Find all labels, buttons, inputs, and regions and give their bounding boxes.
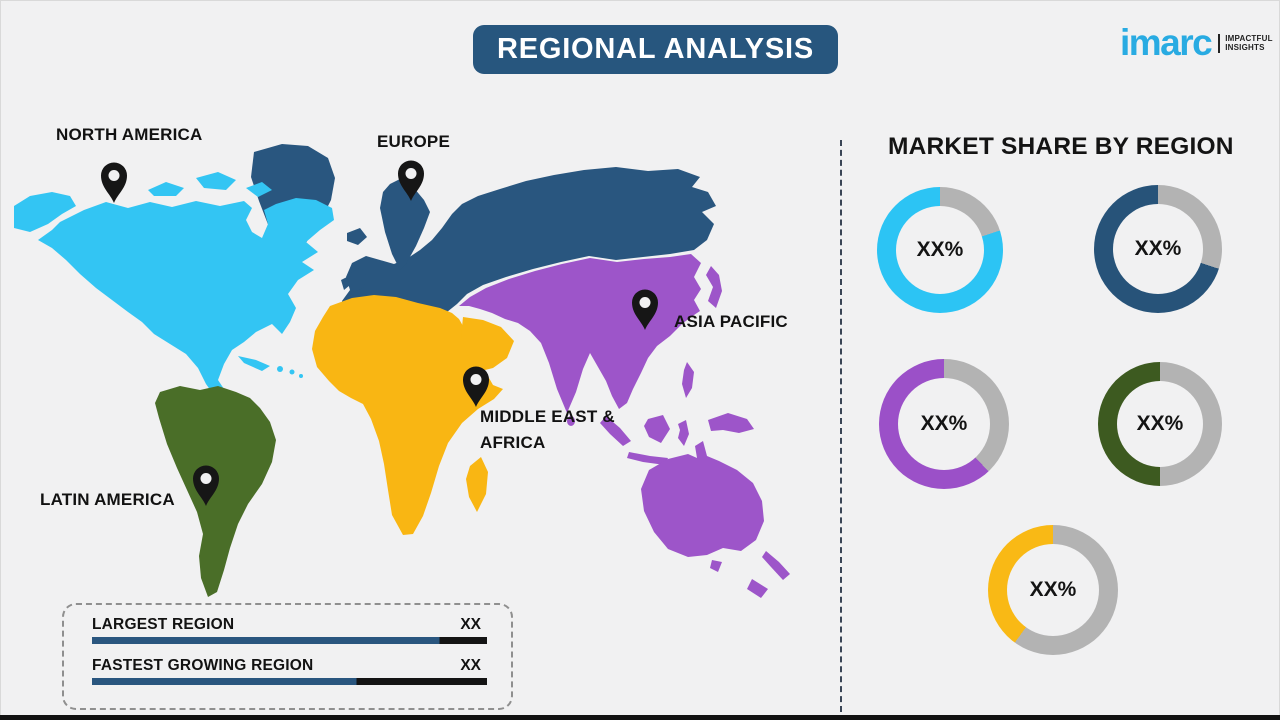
asia-pacific-pin — [630, 287, 660, 331]
latin-america-pin — [191, 463, 221, 507]
donut-north-america: XX% — [877, 187, 1003, 313]
map-region-middle-east-africa — [312, 295, 514, 535]
largest-region-label: LARGEST REGION — [92, 616, 235, 633]
middle-east-africa-label: MIDDLE EAST & AFRICA — [480, 407, 615, 452]
imarc-logo: imarc IMPACTFUL INSIGHTS — [1120, 24, 1273, 62]
map-region-latin-america — [155, 386, 276, 597]
donut-middle-east-africa: XX% — [988, 525, 1118, 655]
donut-value: XX% — [1136, 412, 1184, 435]
region-summary-box: LARGEST REGION XX FASTEST GROWING REGION… — [62, 603, 513, 710]
title-banner: REGIONAL ANALYSIS — [473, 25, 838, 74]
donut-value: XX% — [1029, 578, 1077, 601]
donut-value: XX% — [916, 238, 964, 261]
donut-value: XX% — [920, 412, 968, 435]
north-america-label: NORTH AMERICA — [56, 125, 203, 144]
market-share-title: MARKET SHARE BY REGION — [888, 133, 1234, 160]
fastest-growing-region-value: XX — [460, 657, 481, 674]
latin-america-label: LATIN AMERICA — [40, 490, 175, 509]
largest-region-row: LARGEST REGION XX — [92, 616, 487, 644]
fastest-growing-region-row: FASTEST GROWING REGION XX — [92, 657, 487, 685]
imarc-logo-tagline: IMPACTFUL INSIGHTS — [1218, 33, 1272, 53]
bottom-accent-bar — [0, 715, 1280, 720]
donut-latin-america: XX% — [1098, 362, 1222, 486]
fastest-growing-region-bar — [92, 678, 487, 685]
donut-hole: XX% — [1007, 544, 1099, 636]
largest-region-bar — [92, 637, 487, 644]
donut-asia-pacific: XX% — [879, 359, 1009, 489]
map-region-north-america — [14, 172, 334, 398]
donut-hole: XX% — [896, 206, 984, 294]
donut-hole: XX% — [898, 378, 990, 470]
donut-hole: XX% — [1117, 381, 1203, 467]
middle-east-africa-pin — [461, 364, 491, 408]
section-divider — [840, 140, 842, 712]
asia-pacific-label: ASIA PACIFIC — [674, 312, 788, 331]
donut-hole: XX% — [1113, 204, 1203, 294]
fastest-growing-region-label: FASTEST GROWING REGION — [92, 657, 314, 674]
europe-pin — [396, 158, 426, 202]
north-america-pin — [99, 160, 129, 204]
largest-region-value: XX — [460, 616, 481, 633]
donut-europe: XX% — [1094, 185, 1222, 313]
europe-label: EUROPE — [377, 132, 450, 151]
page-title: REGIONAL ANALYSIS — [496, 33, 815, 65]
imarc-logo-wordmark: imarc — [1120, 22, 1213, 63]
donut-value: XX% — [1134, 237, 1182, 260]
